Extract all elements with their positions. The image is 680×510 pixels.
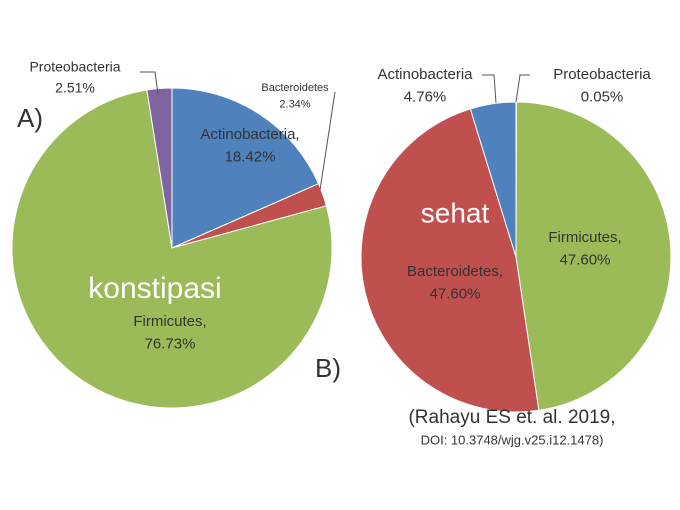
citation: DOI: 10.3748/wjg.v25.i12.1478) [421, 432, 604, 447]
citation: (Rahayu ES et. al. 2019, [408, 407, 615, 428]
pie-slice [515, 101, 672, 411]
panel-label: B) [315, 353, 341, 383]
value-label: 4.76% [404, 88, 447, 105]
annotation: konstipasi [88, 272, 221, 305]
slice-label: Proteobacteria [553, 66, 651, 83]
value-label: 0.05% [581, 88, 624, 105]
slice-label: Bacteroidetes [261, 82, 329, 94]
panel-label: A) [17, 103, 43, 133]
pie-slice [11, 89, 333, 409]
value-label: 2.51% [55, 80, 95, 96]
value-label: 76.73% [145, 335, 196, 352]
value-label: 47.60% [560, 251, 611, 268]
pie-slice [171, 87, 320, 249]
slice-label: Actinobacteria, [200, 126, 299, 143]
leader-line [319, 91, 336, 191]
leader-line [515, 74, 530, 103]
pie-slice [146, 87, 173, 249]
slice-label: Firmicutes, [548, 229, 621, 246]
value-label: 2.34% [279, 98, 310, 110]
slice-label: Firmicutes, [133, 313, 206, 330]
pie-slice [469, 101, 517, 258]
slice-label: Bacteroidetes, [407, 263, 503, 280]
pie-slice [360, 108, 540, 413]
leader-line [140, 71, 159, 95]
leader-line [482, 74, 497, 104]
value-label: 47.60% [430, 285, 481, 302]
pies [11, 87, 672, 413]
slice-label: Proteobacteria [29, 59, 120, 75]
slice-label: Actinobacteria [377, 66, 473, 83]
leader-lines [140, 71, 530, 191]
annotation: sehat [421, 197, 490, 228]
value-label: 18.42% [225, 148, 276, 165]
labels: Actinobacteria, 18.42% Bacteroidetes 2.34% F… [17, 59, 651, 383]
